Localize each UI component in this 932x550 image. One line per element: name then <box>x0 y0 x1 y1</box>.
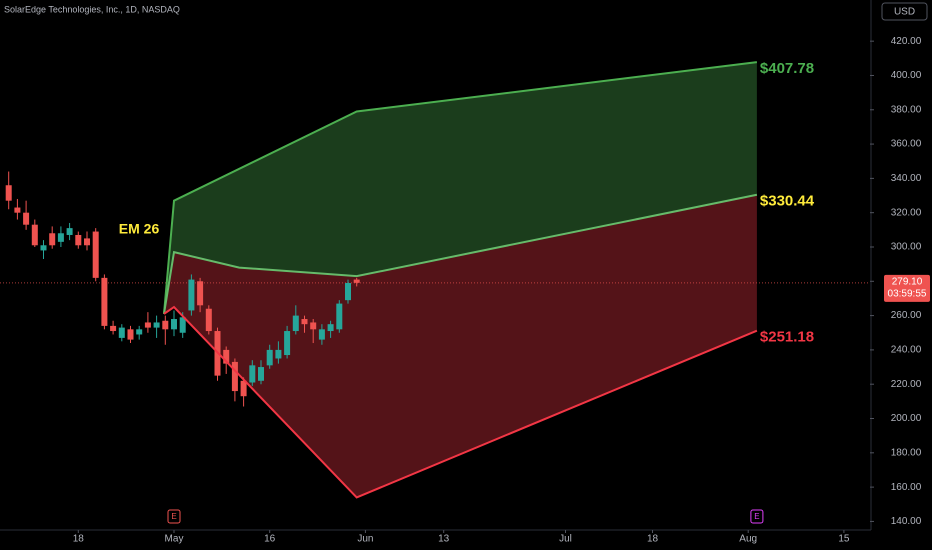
candle-body <box>179 317 186 333</box>
x-tick-label: Jun <box>357 534 373 545</box>
candle-body <box>136 329 143 335</box>
last-price-label: 279.10 <box>892 276 923 287</box>
x-tick-label: 18 <box>73 534 85 545</box>
candle-body <box>31 224 38 246</box>
candle-body <box>84 238 90 246</box>
x-tick-label: Jul <box>559 534 572 545</box>
candle-body <box>171 319 177 330</box>
y-tick-label: 300.00 <box>891 242 922 253</box>
y-tick-label: 320.00 <box>891 207 922 218</box>
candle-body <box>301 319 308 325</box>
candle-body <box>284 331 291 356</box>
y-tick-label: 340.00 <box>891 173 922 184</box>
middle-band-line <box>163 193 758 315</box>
candle-body <box>310 322 317 330</box>
y-tick-label: 420.00 <box>891 36 922 47</box>
band-value-label: $251.18 <box>760 329 814 346</box>
candle-body <box>318 329 325 340</box>
candle-body <box>23 212 30 225</box>
lower-band-line <box>163 305 758 499</box>
y-tick-label: 220.00 <box>891 379 922 390</box>
currency[interactable]: USD <box>894 7 915 18</box>
candle-body <box>353 279 360 283</box>
currency-box[interactable] <box>881 2 928 21</box>
lower-band-fill <box>163 194 757 498</box>
candle-body <box>110 325 117 332</box>
candle-body <box>66 228 73 235</box>
band-value-label: $330.44 <box>760 193 815 210</box>
candle-body <box>118 327 125 338</box>
candle-body <box>49 233 56 246</box>
y-tick-label: 240.00 <box>891 345 922 356</box>
candle-body <box>40 245 47 251</box>
y-tick-label: 260.00 <box>891 310 922 321</box>
candle-body <box>258 367 264 381</box>
candle-body <box>14 207 21 213</box>
y-tick-label: 180.00 <box>891 447 922 458</box>
x-tick-label: 18 <box>647 534 659 545</box>
x-tick-label: Aug <box>739 534 757 545</box>
candle-body <box>336 303 343 330</box>
candle-body <box>327 324 334 332</box>
y-tick-label: 160.00 <box>891 482 922 493</box>
candle-body <box>92 231 99 278</box>
candle-body <box>101 277 108 326</box>
event-label: E <box>171 512 176 521</box>
y-tick-label: 200.00 <box>891 413 922 424</box>
candle-body <box>249 365 256 383</box>
candle-body <box>275 349 282 359</box>
candle-body <box>205 308 212 332</box>
candle-body <box>162 320 169 330</box>
x-tick-label: 13 <box>438 534 450 545</box>
upper-band-fill <box>163 62 757 314</box>
candle-body <box>5 185 12 201</box>
last-price-box <box>884 274 930 302</box>
candle-body <box>153 322 160 328</box>
candle-body <box>266 349 273 366</box>
upper-band-line <box>162 61 758 314</box>
event-marker <box>167 509 181 524</box>
candle-body <box>231 361 238 392</box>
y-tick-label: 140.00 <box>891 516 922 527</box>
candle-body <box>144 322 151 328</box>
y-tick-label: 400.00 <box>891 70 922 81</box>
x-tick-label: May <box>165 534 184 545</box>
y-tick-label: 360.00 <box>891 139 922 150</box>
countdown: 03:59:55 <box>888 288 927 299</box>
candle-body <box>75 234 82 246</box>
event-marker <box>750 509 764 524</box>
chart-title: SolarEdge Technologies, Inc., 1D, NASDAQ <box>4 4 180 14</box>
event-label: E <box>754 512 759 521</box>
candle-body <box>188 279 195 311</box>
candle-body <box>240 380 247 397</box>
candle-body <box>292 315 299 332</box>
candle-body <box>345 283 351 301</box>
x-tick-label: 15 <box>838 534 850 545</box>
y-tick-label: 380.00 <box>891 104 922 115</box>
candle-body <box>57 233 64 242</box>
x-tick-label: 16 <box>264 534 276 545</box>
candle-body <box>197 281 204 306</box>
candle-body <box>127 329 134 340</box>
candle-body <box>223 349 230 364</box>
band-value-label: $407.78 <box>760 60 814 77</box>
annotation: EM 26 <box>119 221 160 237</box>
